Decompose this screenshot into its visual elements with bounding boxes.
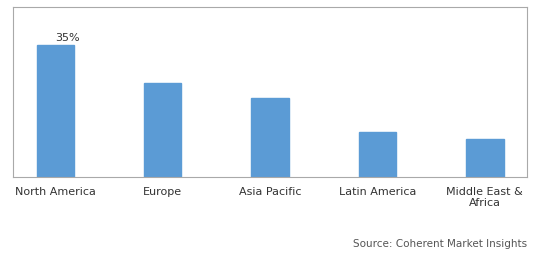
Text: Source: Coherent Market Insights: Source: Coherent Market Insights [353,239,527,249]
Bar [466,139,504,177]
Bar [251,98,289,177]
Bar [37,45,74,177]
Text: 35%: 35% [55,33,80,43]
Bar [359,132,396,177]
Bar [144,83,181,177]
